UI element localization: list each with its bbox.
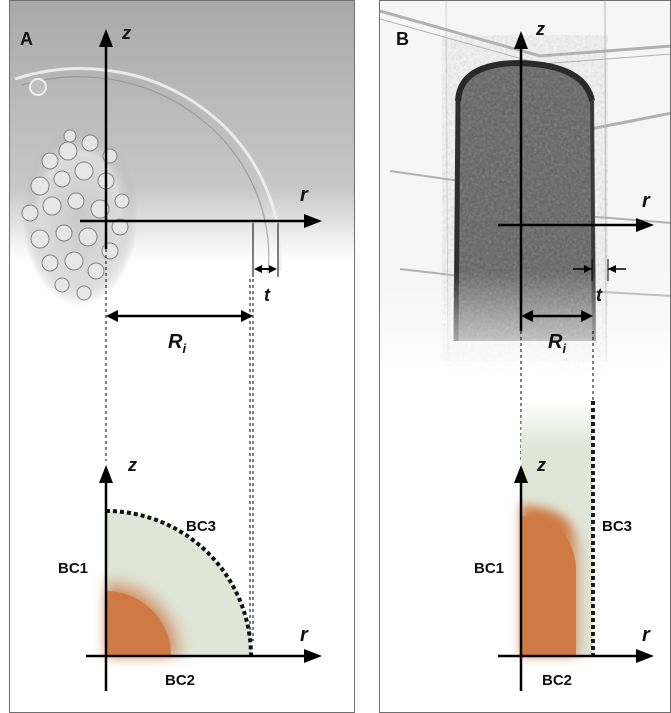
schematic-r-label: r [642,624,651,646]
panel-a: A z r t Ri [9,0,355,713]
radius-label: Ri [548,331,566,356]
bc3-label: BC3 [186,518,216,535]
micrograph-axes [498,31,654,331]
schematic-axes [86,465,322,691]
r-axis-label: r [300,184,309,206]
thickness-marker [252,223,279,277]
schematic-domain [105,509,253,657]
panel-b: B z r t Ri [379,0,671,713]
t-label: t [264,285,271,305]
z-axis-label: z [121,23,131,43]
panel-label: B [396,29,409,49]
micrograph-axes [80,29,322,249]
radius-marker [521,310,593,322]
radius-label: Ri [168,331,186,356]
t-label: t [596,285,603,305]
panel-a-figure: A z r t Ri [10,1,354,691]
bc3-label: BC3 [602,518,632,535]
r-axis-label: r [642,190,651,212]
schematic-z-label: z [127,455,137,475]
schematic-axes [498,465,654,691]
bc1-label: BC1 [58,560,88,577]
capsule-outer-edge [14,67,282,272]
schematic-domain [521,401,595,656]
micrograph-fade [380,271,670,391]
panel-label: A [20,29,33,49]
schematic-r-label: r [300,624,309,646]
bc2-label: BC2 [542,672,572,689]
z-axis-label: z [535,19,545,39]
bc1-label: BC1 [474,560,504,577]
bc2-label: BC2 [165,672,195,689]
panel-b-figure: B z r t Ri [380,1,670,691]
radius-marker [106,310,253,322]
thickness-marker [573,259,626,281]
cell-spheroid [21,126,138,306]
schematic-z-label: z [536,455,546,475]
bubble [29,78,47,96]
bc3-boundary [105,509,253,657]
